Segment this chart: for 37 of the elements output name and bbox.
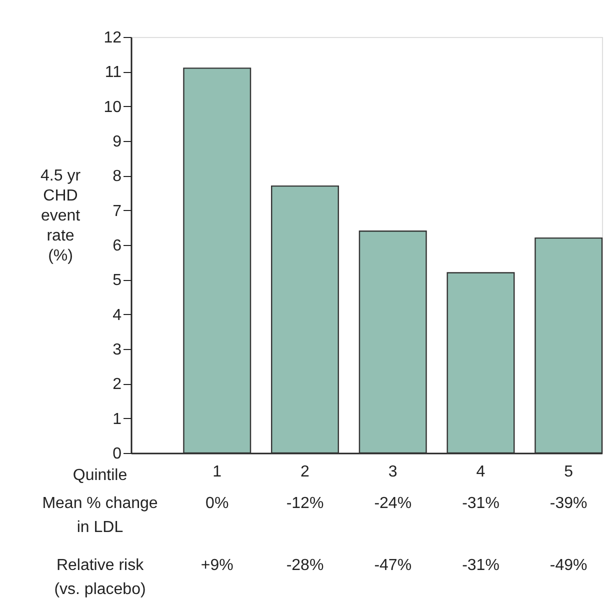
- text: Relative risk (vs. placebo): [54, 557, 146, 598]
- y-tick-label: 7: [112, 202, 122, 220]
- x-tick-label: 5: [564, 464, 574, 480]
- y-tick-label: 6: [112, 238, 122, 254]
- bar: [270, 185, 339, 454]
- text: -47%: [374, 557, 412, 574]
- bar: [358, 230, 427, 454]
- x-tick-label: 2: [300, 464, 310, 480]
- y-tick-label: 2: [112, 376, 122, 394]
- text: -31%: [462, 495, 500, 512]
- x-tick-label: 1: [212, 464, 222, 480]
- y-tick-label: 3: [112, 342, 122, 358]
- y-tick-label: 4: [112, 306, 122, 324]
- y-tick-label: 8: [112, 168, 122, 186]
- text: -24%: [374, 495, 412, 512]
- text: -12%: [286, 495, 324, 512]
- bar: [534, 237, 603, 454]
- x-tick-label: 4: [476, 464, 486, 480]
- x-axis-title: Quintile: [72, 467, 128, 484]
- text: Mean % change in LDL: [42, 495, 158, 536]
- text: -28%: [286, 557, 324, 574]
- y-tick-label: 11: [104, 64, 122, 82]
- y-axis-title: 4.5 yr CHD event rate (%): [40, 168, 82, 264]
- text: -39%: [550, 495, 588, 512]
- text: -49%: [550, 557, 588, 574]
- bar: [446, 272, 515, 454]
- x-tick-label: 3: [388, 464, 398, 480]
- y-tick-label: 5: [112, 272, 122, 290]
- y-tick-label: 12: [104, 30, 122, 46]
- y-tick-label: 1: [112, 410, 122, 428]
- text: +9%: [200, 557, 234, 574]
- bar: [183, 68, 252, 454]
- y-tick-label: 9: [112, 134, 122, 150]
- text: 0%: [206, 495, 229, 512]
- y-tick-label: 10: [104, 98, 122, 116]
- y-tick-label: 0: [112, 446, 122, 462]
- text: -31%: [462, 557, 500, 574]
